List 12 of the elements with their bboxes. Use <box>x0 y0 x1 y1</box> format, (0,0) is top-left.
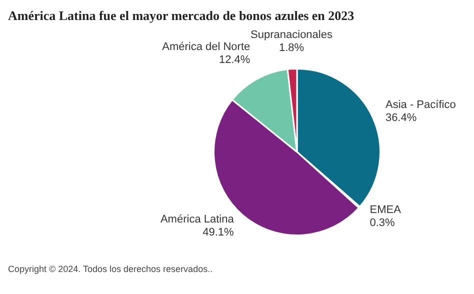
slice-label: América Latina <box>160 213 235 226</box>
text: Copyright © 2024. Todos los derechos reservados.. <box>8 264 214 274</box>
slice-label: EMEA <box>370 204 402 216</box>
data-label: 36.4% <box>386 112 417 124</box>
data-label: 1.8% <box>278 42 304 54</box>
slice-label: América del Norte <box>162 40 250 53</box>
chart-title: América Latina fue el mayor mercado de bonos azules en 2023 <box>8 8 356 24</box>
slice-label: Supranacionales <box>250 28 333 41</box>
data-label: 49.1% <box>202 226 234 238</box>
data-label: 0.3% <box>370 217 396 230</box>
data-label: 12.4% <box>218 54 250 66</box>
slice-label: Asia - Pacífico <box>386 99 456 112</box>
